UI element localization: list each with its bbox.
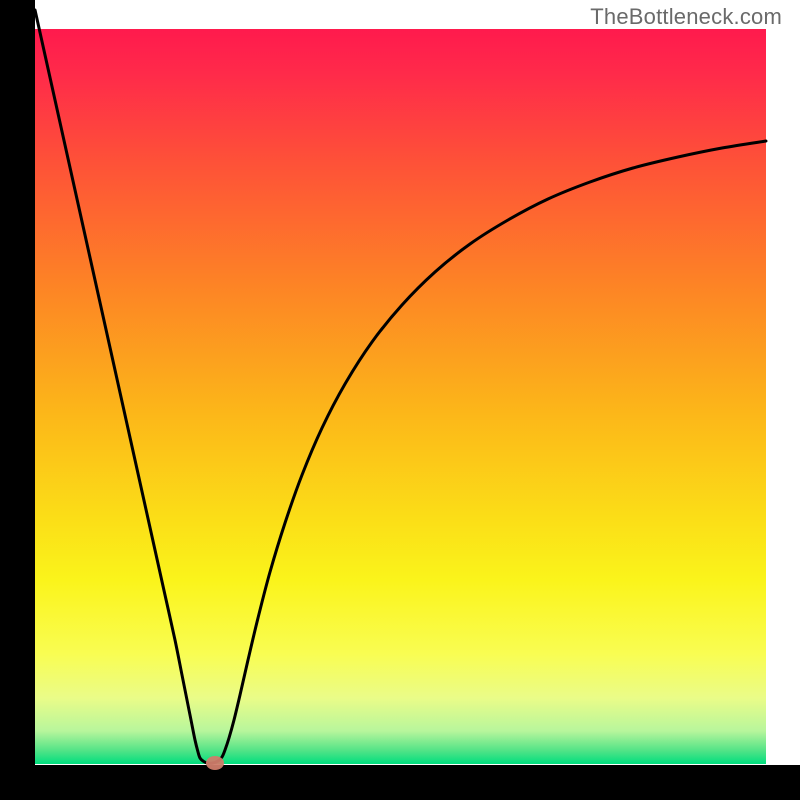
plot-gradient bbox=[35, 29, 766, 764]
bottleneck-chart bbox=[0, 0, 800, 800]
minimum-marker bbox=[206, 756, 224, 770]
chart-container: TheBottleneck.com bbox=[0, 0, 800, 800]
x-axis bbox=[0, 765, 800, 800]
y-axis bbox=[0, 0, 35, 800]
watermark-text: TheBottleneck.com bbox=[590, 4, 782, 30]
